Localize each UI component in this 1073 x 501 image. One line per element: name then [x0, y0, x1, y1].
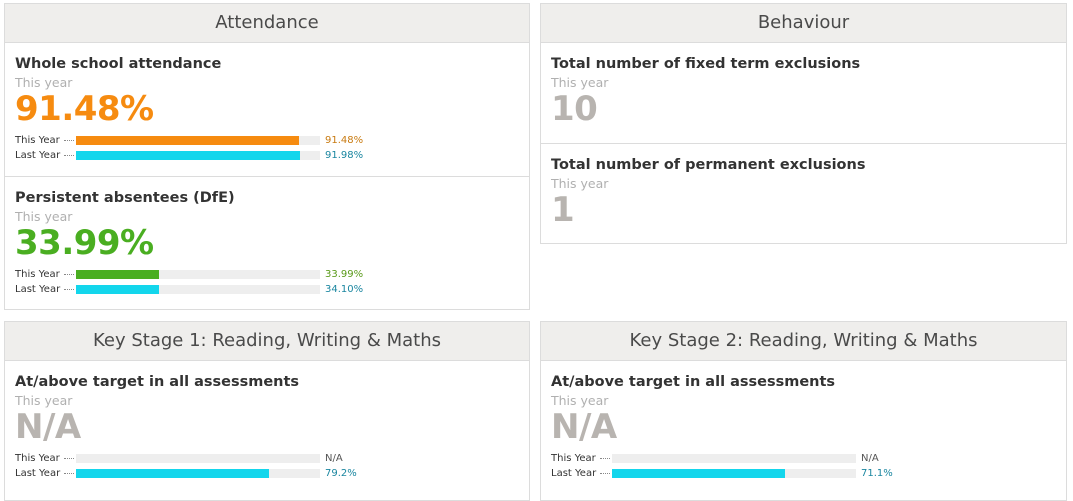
attendance-panel-title: Attendance — [5, 4, 529, 43]
bar-leader-dots — [64, 140, 74, 141]
metric-ks1-all-assessments[interactable]: At/above target in all assessments This … — [5, 361, 529, 495]
metric-subtitle: This year — [551, 176, 609, 191]
metric-subtitle: This year — [15, 209, 73, 224]
metric-title: Persistent absentees (DfE) — [15, 190, 235, 206]
bar-value: 91.48% — [325, 135, 364, 146]
ks2-panel: Key Stage 2: Reading, Writing & Maths At… — [540, 321, 1067, 501]
bar-fill — [76, 136, 300, 145]
bar-leader-dots — [600, 473, 610, 474]
bar-label: Last Year — [15, 468, 61, 479]
metric-title: Total number of fixed term exclusions — [551, 56, 861, 72]
bar-label: This Year — [15, 135, 60, 146]
bar-fill — [76, 285, 160, 294]
bar-track — [612, 454, 856, 463]
bar-value: 79.2% — [325, 468, 357, 479]
bar-leader-dots — [64, 274, 74, 275]
metric-subtitle: This year — [551, 393, 609, 408]
ks1-panel-title: Key Stage 1: Reading, Writing & Maths — [5, 322, 529, 361]
metric-permanent-exclusions[interactable]: Total number of permanent exclusions Thi… — [541, 144, 1066, 244]
comparison-bars: This Year N/A Last Year 71.1% — [551, 451, 1056, 481]
bar-track — [76, 270, 320, 279]
metric-whole-school-attendance[interactable]: Whole school attendance This year 91.48%… — [5, 43, 529, 177]
attendance-panel: Attendance Whole school attendance This … — [4, 3, 530, 310]
metric-subtitle: This year — [551, 75, 609, 90]
bar-track — [76, 285, 320, 294]
bar-label: Last Year — [15, 150, 61, 161]
bar-leader-dots — [64, 458, 74, 459]
metric-subtitle: This year — [15, 75, 73, 90]
bar-leader-dots — [64, 473, 74, 474]
metric-title: At/above target in all assessments — [15, 374, 300, 390]
metric-title: Total number of permanent exclusions — [551, 157, 866, 173]
bar-leader-dots — [64, 155, 74, 156]
metric-title: Whole school attendance — [15, 56, 222, 72]
bar-track — [76, 151, 320, 160]
bar-fill — [76, 469, 270, 478]
bar-row-this-year: This Year 91.48% — [15, 133, 519, 148]
bar-value: 33.99% — [325, 269, 364, 280]
bar-label: This Year — [551, 453, 596, 464]
bar-label: This Year — [15, 269, 60, 280]
bar-label: Last Year — [551, 468, 597, 479]
bar-row-last-year: Last Year 34.10% — [15, 282, 519, 297]
metric-value: N/A — [551, 407, 617, 447]
metric-title: At/above target in all assessments — [551, 374, 836, 390]
ks1-panel: Key Stage 1: Reading, Writing & Maths At… — [4, 321, 530, 501]
bar-fill — [76, 151, 301, 160]
metric-subtitle: This year — [15, 393, 73, 408]
metric-value: N/A — [15, 407, 81, 447]
bar-row-last-year: Last Year 71.1% — [551, 466, 1056, 481]
bar-track — [76, 454, 320, 463]
bar-row-this-year: This Year 33.99% — [15, 267, 519, 282]
comparison-bars: This Year N/A Last Year 79.2% — [15, 451, 519, 481]
ks2-panel-title: Key Stage 2: Reading, Writing & Maths — [541, 322, 1066, 361]
comparison-bars: This Year 33.99% Last Year 34.10% — [15, 267, 519, 297]
bar-row-this-year: This Year N/A — [15, 451, 519, 466]
bar-value: N/A — [325, 453, 343, 464]
bar-value: 91.98% — [325, 150, 364, 161]
behaviour-panel-title: Behaviour — [541, 4, 1066, 43]
bar-label: This Year — [15, 453, 60, 464]
behaviour-panel: Behaviour Total number of fixed term exc… — [540, 3, 1067, 244]
bar-leader-dots — [600, 458, 610, 459]
bar-row-last-year: Last Year 79.2% — [15, 466, 519, 481]
bar-track — [76, 136, 320, 145]
metric-fixed-term-exclusions[interactable]: Total number of fixed term exclusions Th… — [541, 43, 1066, 144]
metric-ks2-all-assessments[interactable]: At/above target in all assessments This … — [541, 361, 1066, 495]
bar-label: Last Year — [15, 284, 61, 295]
metric-persistent-absentees[interactable]: Persistent absentees (DfE) This year 33.… — [5, 177, 529, 310]
bar-fill — [612, 469, 786, 478]
metric-value: 33.99% — [15, 223, 154, 263]
bar-fill — [76, 270, 159, 279]
bar-row-this-year: This Year N/A — [551, 451, 1056, 466]
metric-value: 1 — [551, 190, 575, 230]
comparison-bars: This Year 91.48% Last Year 91.98% — [15, 133, 519, 163]
metric-value: 91.48% — [15, 89, 154, 129]
bar-value: 71.1% — [861, 468, 893, 479]
bar-value: N/A — [861, 453, 879, 464]
bar-leader-dots — [64, 289, 74, 290]
bar-track — [76, 469, 320, 478]
bar-value: 34.10% — [325, 284, 364, 295]
metric-value: 10 — [551, 89, 598, 129]
bar-row-last-year: Last Year 91.98% — [15, 148, 519, 163]
bar-track — [612, 469, 856, 478]
